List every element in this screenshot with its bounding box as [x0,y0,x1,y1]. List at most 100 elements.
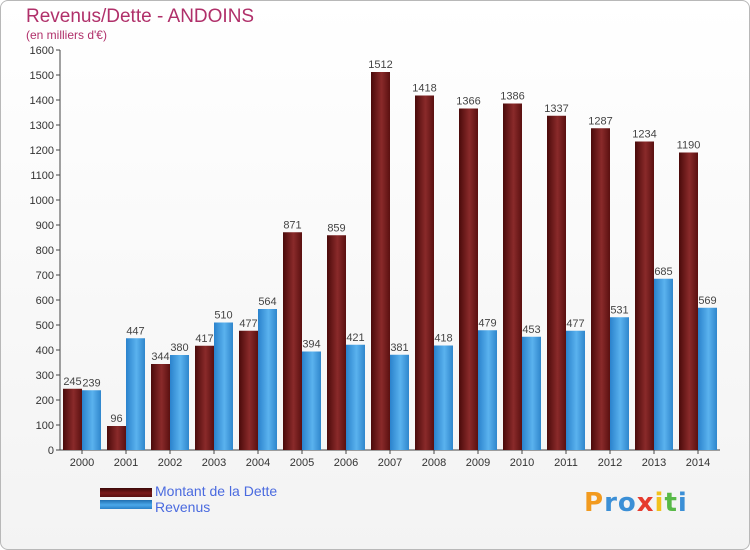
data-label-revenus: 239 [82,377,100,389]
bar-dette [63,388,82,450]
x-tick-label: 2008 [422,457,446,469]
data-label-revenus: 564 [258,296,276,308]
y-tick-label: 800 [36,245,54,257]
data-label-revenus: 685 [654,266,672,278]
bar-dette [371,72,390,450]
data-label-dette: 344 [151,351,169,363]
bar-revenus [566,330,585,450]
bar-revenus [170,355,189,450]
y-tick-label: 400 [36,345,54,357]
bar-revenus [126,338,145,450]
x-tick-label: 2013 [642,457,666,469]
data-label-revenus: 477 [566,318,584,330]
x-tick-label: 2000 [70,457,94,469]
bar-revenus [522,336,541,450]
proxiti-logo: Proxiti [584,488,688,518]
logo-letter: t [664,488,678,518]
data-label-dette: 477 [239,318,257,330]
data-label-revenus: 380 [170,342,188,354]
y-tick-label: 1300 [30,120,54,132]
data-label-dette: 1418 [412,83,436,95]
legend-swatch-revenus [100,500,152,509]
bar-dette [327,235,346,450]
y-tick-label: 1000 [30,195,54,207]
bar-revenus [698,307,717,450]
bar-dette [283,232,302,450]
data-label-revenus: 394 [302,339,320,351]
logo-letter: r [604,488,618,518]
logo-letter: o [617,488,637,518]
bar-dette [415,95,434,450]
bar-revenus [214,322,233,450]
bar-dette [635,141,654,450]
data-label-dette: 1512 [368,59,392,71]
y-tick-label: 0 [48,445,54,457]
y-tick-label: 100 [36,420,54,432]
y-tick-label: 1400 [30,95,54,107]
bar-revenus [610,317,629,450]
data-label-revenus: 421 [346,332,364,344]
logo-letter: x [636,488,655,518]
bar-dette [459,108,478,450]
logo-letter: i [677,488,688,518]
data-label-revenus: 531 [610,304,628,316]
x-tick-label: 2011 [554,457,578,469]
legend-label-dette: Montant de la Dette [155,483,278,499]
data-label-dette: 1234 [632,129,656,141]
bar-dette [151,364,170,450]
bar-revenus [302,351,321,450]
bar-revenus [390,354,409,450]
data-label-revenus: 418 [434,333,452,345]
y-tick-label: 300 [36,370,54,382]
x-tick-label: 2003 [202,457,226,469]
data-label-dette: 1386 [500,91,524,103]
x-tick-label: 2001 [114,457,138,469]
y-tick-label: 600 [36,295,54,307]
chart-subtitle: (en milliers d'€) [26,28,107,42]
x-tick-label: 2007 [378,457,402,469]
data-label-revenus: 510 [214,310,232,322]
bar-dette [107,426,126,450]
y-tick-label: 200 [36,395,54,407]
bar-dette [239,330,258,450]
data-label-dette: 1287 [588,115,612,127]
data-label-revenus: 381 [390,342,408,354]
data-label-revenus: 569 [698,295,716,307]
bar-dette [503,103,522,450]
data-label-dette: 1366 [456,96,480,108]
data-label-dette: 245 [63,376,81,388]
data-label-dette: 1190 [677,140,701,152]
bar-dette [195,345,214,450]
x-tick-label: 2010 [510,457,534,469]
y-tick-label: 1600 [30,45,54,57]
data-label-revenus: 479 [478,317,496,329]
logo-letter: i [654,488,665,518]
x-tick-label: 2005 [290,457,314,469]
y-tick-label: 1100 [30,170,54,182]
data-label-dette: 1337 [544,103,568,115]
data-label-dette: 859 [327,222,345,234]
x-tick-label: 2004 [246,457,270,469]
y-tick-label: 1500 [30,70,54,82]
bar-revenus [258,309,277,450]
data-label-revenus: 453 [522,324,540,336]
bar-revenus [82,390,101,450]
bar-revenus [478,330,497,450]
y-tick-label: 700 [36,270,54,282]
x-tick-label: 2009 [466,457,490,469]
y-tick-label: 900 [36,220,54,232]
logo-letter: P [584,488,605,518]
x-tick-label: 2014 [686,457,710,469]
y-tick-label: 500 [36,320,54,332]
x-tick-label: 2012 [598,457,622,469]
x-tick-label: 2002 [158,457,182,469]
bar-revenus [434,345,453,450]
bar-revenus [346,344,365,450]
legend-swatch-dette [100,488,152,497]
data-label-dette: 96 [110,413,122,425]
data-label-revenus: 447 [126,325,144,337]
data-label-dette: 871 [283,219,301,231]
bar-dette [591,128,610,450]
x-tick-label: 2006 [334,457,358,469]
